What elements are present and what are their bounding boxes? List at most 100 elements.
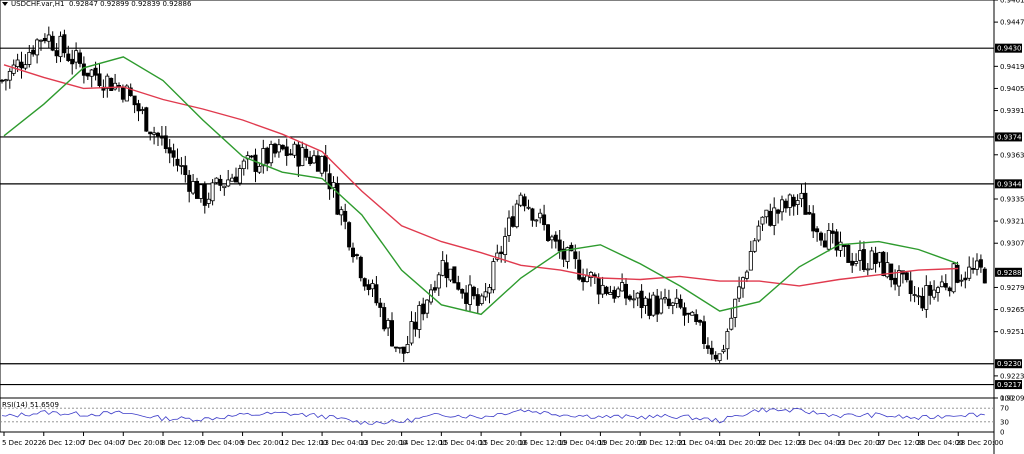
candle-bull (737, 286, 742, 299)
level-price-box (995, 179, 1022, 189)
candle-bull (674, 297, 679, 304)
candle-bear (19, 61, 24, 69)
candle-bear (873, 252, 878, 265)
candle-bull (932, 289, 937, 298)
candle-bull (663, 297, 668, 300)
candle-bear (163, 135, 168, 150)
candle-bull (877, 252, 882, 263)
candle-bear (861, 249, 866, 270)
candle-bear (284, 146, 289, 156)
candle-bear (846, 244, 851, 263)
candle-bear (811, 213, 816, 232)
candle-bear (920, 295, 925, 309)
candle-bull (491, 261, 496, 291)
candle-bull (11, 64, 16, 74)
candle-bear (893, 277, 898, 285)
candle-bear (881, 251, 886, 276)
candle-bull (635, 292, 640, 299)
candle-bull (276, 144, 281, 153)
candle-bull (269, 144, 274, 164)
candle-bear (819, 232, 824, 241)
time-tick-label: 7 Dec 04:00 (82, 439, 125, 447)
candle-bull (210, 182, 215, 202)
candle-bear (171, 150, 176, 158)
ma-slow-line (3, 64, 959, 287)
candle-bear (682, 307, 687, 316)
candle-bear (347, 222, 352, 248)
candle-bear (354, 254, 359, 257)
candle-bear (296, 144, 301, 167)
candle-bear (93, 67, 98, 76)
candle-bull (425, 299, 430, 314)
candle-bull (483, 291, 488, 298)
candle-bull (39, 39, 44, 42)
candle-bear (167, 147, 172, 154)
candle-bear (647, 298, 652, 316)
candle-bear (581, 277, 586, 283)
candle-bear (768, 210, 773, 226)
dropdown-triangle-icon[interactable] (2, 2, 8, 6)
candle-bear (78, 52, 83, 64)
candle-bull (241, 160, 246, 170)
candle-bear (627, 295, 632, 300)
level-price-box (995, 359, 1022, 369)
candle-bull (74, 50, 79, 63)
candle-bear (666, 298, 671, 307)
candle-bear (561, 248, 566, 260)
candle-bull (826, 229, 831, 250)
candlesticks (0, 26, 987, 363)
candle-bear (233, 176, 238, 183)
candle-bull (854, 261, 859, 264)
level-price-box-label: 0.93743 (997, 133, 1024, 141)
rsi-axis-label: 30 (1000, 418, 1009, 426)
candle-bear (374, 284, 379, 304)
candle-bear (109, 77, 114, 91)
candle-bull (565, 247, 570, 262)
candle-bear (327, 173, 332, 190)
main-plot-frame (0, 0, 995, 399)
candle-bear (499, 251, 504, 255)
candle-bull (620, 282, 625, 292)
candle-bear (624, 283, 629, 299)
candle-bear (50, 35, 55, 51)
candle-bear (413, 321, 418, 330)
time-tick-label: 19 Dec 04:00 (559, 439, 606, 447)
time-tick-label: 23 Dec 20:00 (837, 439, 884, 447)
candle-bear (421, 303, 426, 315)
candle-bull (959, 279, 964, 282)
time-tick-label: 16 Dec 12:00 (519, 439, 566, 447)
candle-bull (744, 271, 749, 279)
candle-bull (206, 198, 211, 204)
rsi-axis-label: 0 (1000, 429, 1004, 437)
candle-bull (319, 156, 324, 174)
candle-bear (31, 49, 36, 55)
candle-bull (311, 155, 316, 164)
candle-bull (752, 240, 757, 252)
candle-bear (128, 87, 133, 97)
candle-bear (265, 147, 270, 164)
candle-bear (249, 155, 254, 158)
candle-bear (401, 346, 406, 354)
candle-bull (549, 236, 554, 241)
candle-bear (155, 132, 160, 137)
candle-bull (27, 52, 32, 65)
candle-bull (397, 346, 402, 349)
candle-bear (830, 230, 835, 234)
candle-bull (897, 270, 902, 287)
candle-bear (452, 266, 457, 284)
time-tick-label: 22 Dec 12:00 (757, 439, 804, 447)
candle-bull (912, 294, 917, 296)
candle-bear (577, 259, 582, 280)
level-price-box-label: 0.92175 (997, 381, 1024, 389)
candle-bull (261, 148, 266, 167)
rsi-line (1, 407, 985, 425)
candle-bull (924, 285, 929, 310)
candle-bear (117, 85, 122, 87)
candle-bull (105, 75, 110, 89)
